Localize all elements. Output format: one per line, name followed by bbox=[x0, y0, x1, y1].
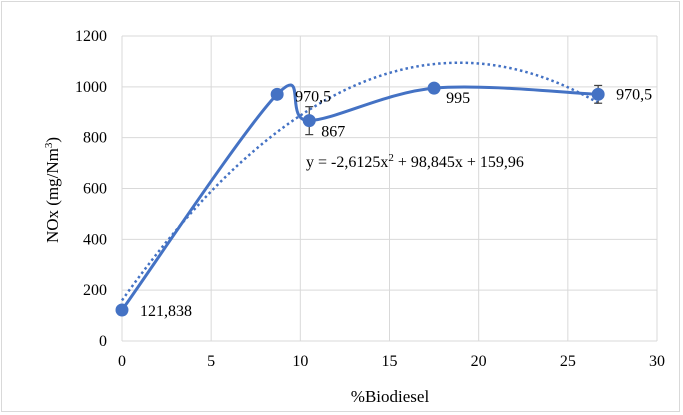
y-axis-title-sup: 3 bbox=[43, 142, 55, 148]
data-labels: 121,838 970,5 867 995 970,5 bbox=[140, 86, 652, 320]
y-tick-label: 200 bbox=[83, 282, 107, 299]
tick-labels: 0 200 400 600 800 1000 1200 0 5 10 15 20 25 30 bbox=[75, 28, 665, 370]
y-tick-label: 0 bbox=[99, 333, 107, 350]
y-axis-title-main: NOx (mg/Nm bbox=[43, 148, 62, 243]
data-point bbox=[270, 87, 284, 101]
data-point bbox=[427, 81, 441, 95]
x-tick-label: 10 bbox=[292, 353, 308, 370]
x-tick-label: 5 bbox=[207, 353, 215, 370]
series-layer bbox=[115, 81, 605, 317]
trendline bbox=[120, 61, 599, 302]
equation-exponent: 2 bbox=[388, 152, 394, 164]
data-label: 995 bbox=[446, 90, 470, 107]
y-tick-label: 400 bbox=[83, 231, 107, 248]
data-label: 970,5 bbox=[295, 88, 331, 105]
equation-part-2: + 98,845x + 159,96 bbox=[394, 154, 524, 171]
data-point bbox=[115, 303, 129, 317]
y-axis-title-end: ) bbox=[43, 137, 62, 143]
y-tick-label: 600 bbox=[83, 181, 107, 198]
data-label: 970,5 bbox=[616, 86, 652, 103]
series-line bbox=[120, 83, 599, 311]
trendline-equation: y = -2,6125x2 + 98,845x + 159,96 bbox=[306, 152, 524, 171]
gridlines bbox=[121, 35, 658, 342]
equation-part-1: y = -2,6125x bbox=[306, 154, 388, 171]
y-tick-label: 800 bbox=[83, 130, 107, 147]
y-tick-label: 1000 bbox=[75, 79, 107, 96]
x-tick-label: 15 bbox=[382, 353, 398, 370]
x-axis-title: %Biodiesel bbox=[351, 387, 430, 406]
x-tick-label: 25 bbox=[560, 353, 576, 370]
data-label: 867 bbox=[321, 124, 345, 141]
data-point bbox=[302, 114, 316, 128]
data-label: 121,838 bbox=[140, 303, 192, 320]
x-tick-label: 0 bbox=[118, 353, 126, 370]
trendline-layer bbox=[120, 61, 599, 302]
y-axis-title: NOx (mg/Nm3) bbox=[43, 137, 62, 243]
y-tick-label: 1200 bbox=[75, 28, 107, 45]
x-tick-label: 20 bbox=[471, 353, 487, 370]
data-point bbox=[591, 87, 605, 101]
x-tick-label: 30 bbox=[649, 353, 665, 370]
